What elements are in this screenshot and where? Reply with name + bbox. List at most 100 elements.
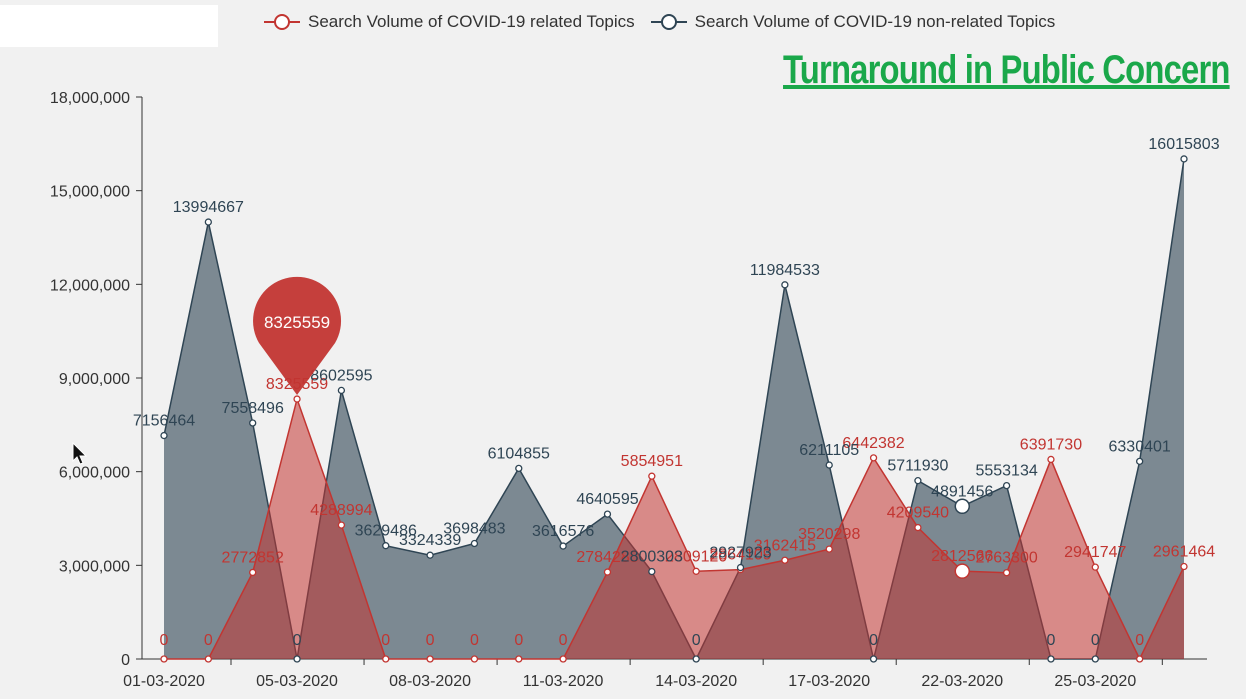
related-point <box>648 472 656 480</box>
nonrelated-data-label: 0 <box>1091 632 1100 649</box>
related-data-label: 6442382 <box>842 435 904 452</box>
legend-item-related[interactable]: Search Volume of COVID-19 related Topics <box>262 12 635 32</box>
nonrelated-data-label: 3698483 <box>443 521 505 538</box>
nonrelated-point <box>869 655 878 663</box>
legend-item-nonrelated[interactable]: Search Volume of COVID-19 non-related To… <box>649 12 1056 32</box>
nonrelated-point <box>382 542 390 550</box>
related-data-label: 0 <box>381 632 390 649</box>
related-point <box>1047 455 1055 464</box>
nonrelated-data-label: 0 <box>869 632 878 649</box>
nonrelated-data-label: 6211105 <box>799 442 859 459</box>
x-tick-label: 08-03-2020 <box>389 673 471 690</box>
nonrelated-point <box>648 567 656 576</box>
related-data-label: 2864109 <box>709 547 771 564</box>
y-tick-label: 12,000,000 <box>50 277 130 294</box>
nonrelated-point <box>1180 155 1188 163</box>
related-point <box>426 655 434 663</box>
related-point <box>914 523 922 532</box>
related-point <box>470 655 479 663</box>
nonrelated-point <box>559 542 567 550</box>
related-line <box>164 396 1185 661</box>
related-point <box>249 568 257 577</box>
x-tick-label: 14-03-2020 <box>655 673 737 690</box>
blank-panel <box>0 5 218 47</box>
related-data-label: 2941747 <box>1064 544 1126 561</box>
related-data-label: 3162415 <box>754 537 816 554</box>
nonrelated-data-label: 0 <box>293 632 302 649</box>
related-data-label: 3520298 <box>798 526 860 543</box>
nonrelated-data-label: 7156464 <box>133 413 195 430</box>
nonrelated-point <box>1002 481 1011 490</box>
nonrelated-data-label: 2927923 <box>709 545 771 562</box>
x-tick-label: 25-03-2020 <box>1054 673 1136 690</box>
related-point <box>781 556 789 564</box>
related-data-label: 2784285 <box>576 549 638 566</box>
x-tick-label: 05-03-2020 <box>256 673 338 690</box>
nonrelated-data-label: 8602595 <box>310 367 372 384</box>
legend-related-label: Search Volume of COVID-19 related Topics <box>308 12 635 31</box>
nonrelated-point <box>515 464 523 473</box>
nonrelated-data-label: 16015803 <box>1148 136 1219 153</box>
related-point <box>1180 562 1188 571</box>
y-tick-label: 3,000,000 <box>59 558 130 575</box>
related-point <box>1002 569 1011 577</box>
related-point <box>869 454 878 462</box>
related-data-label: 6391730 <box>1020 436 1082 453</box>
nonrelated-data-label: 3324339 <box>399 532 461 549</box>
y-tick-label: 6,000,000 <box>59 465 130 482</box>
y-tick-label: 0 <box>121 652 130 669</box>
headline-title: Turnaround in Public Concern <box>783 48 1230 92</box>
related-data-label: 0 <box>426 632 435 649</box>
related-data-label: 0 <box>514 632 523 649</box>
related-data-label: 0 <box>204 632 213 649</box>
nonrelated-point <box>249 419 257 427</box>
related-data-label: 0 <box>160 632 169 649</box>
tooltip-pin <box>253 276 342 396</box>
related-point <box>692 567 700 575</box>
related-point <box>559 655 567 663</box>
nonrelated-data-label: 11984533 <box>750 262 820 279</box>
related-point <box>1136 655 1144 663</box>
related-data-label: 2812566 <box>931 548 993 565</box>
related-data-label: 2961464 <box>1153 544 1215 561</box>
nonrelated-point <box>781 281 789 289</box>
mouse-cursor-icon <box>72 442 88 465</box>
nonrelated-point <box>914 477 922 485</box>
legend-related-marker-icon <box>264 14 300 30</box>
related-data-label: 0 <box>470 632 479 649</box>
nonrelated-point <box>736 563 745 572</box>
x-tick-label: 17-03-2020 <box>788 673 870 690</box>
y-tick-label: 15,000,000 <box>50 184 130 201</box>
related-point <box>603 568 612 576</box>
x-tick-label: 01-03-2020 <box>123 673 205 690</box>
nonrelated-point <box>825 461 833 469</box>
related-point <box>382 655 390 663</box>
nonrelated-point <box>160 431 168 440</box>
related-point <box>954 563 971 579</box>
y-tick-label: 9,000,000 <box>59 371 130 388</box>
related-point <box>515 655 523 663</box>
related-point <box>160 655 168 663</box>
related-data-label: 5854951 <box>621 453 683 470</box>
nonrelated-data-label: 0 <box>1047 632 1056 649</box>
nonrelated-point <box>1091 655 1099 663</box>
related-point <box>1091 563 1099 571</box>
nonrelated-data-label: 0 <box>692 632 701 649</box>
nonrelated-point <box>204 218 212 226</box>
nonrelated-data-label: 5553134 <box>975 463 1037 480</box>
nonrelated-data-label: 3616576 <box>532 523 594 540</box>
related-data-label: 4209540 <box>887 505 949 522</box>
legend-nonrelated-label: Search Volume of COVID-19 non-related To… <box>694 12 1056 31</box>
y-tick-label: 18,000,000 <box>50 90 130 107</box>
related-point <box>337 521 346 529</box>
x-tick-label: 11-03-2020 <box>523 673 604 690</box>
nonrelated-point <box>470 539 479 548</box>
related-point <box>293 395 301 403</box>
legend: Search Volume of COVID-19 related Topics… <box>262 12 1055 32</box>
nonrelated-data-label: 2800303 <box>621 549 683 566</box>
related-data-label: 2763300 <box>975 550 1037 567</box>
nonrelated-point <box>1136 457 1144 466</box>
x-tick-label: 22-03-2020 <box>921 673 1003 690</box>
related-area <box>164 399 1184 659</box>
